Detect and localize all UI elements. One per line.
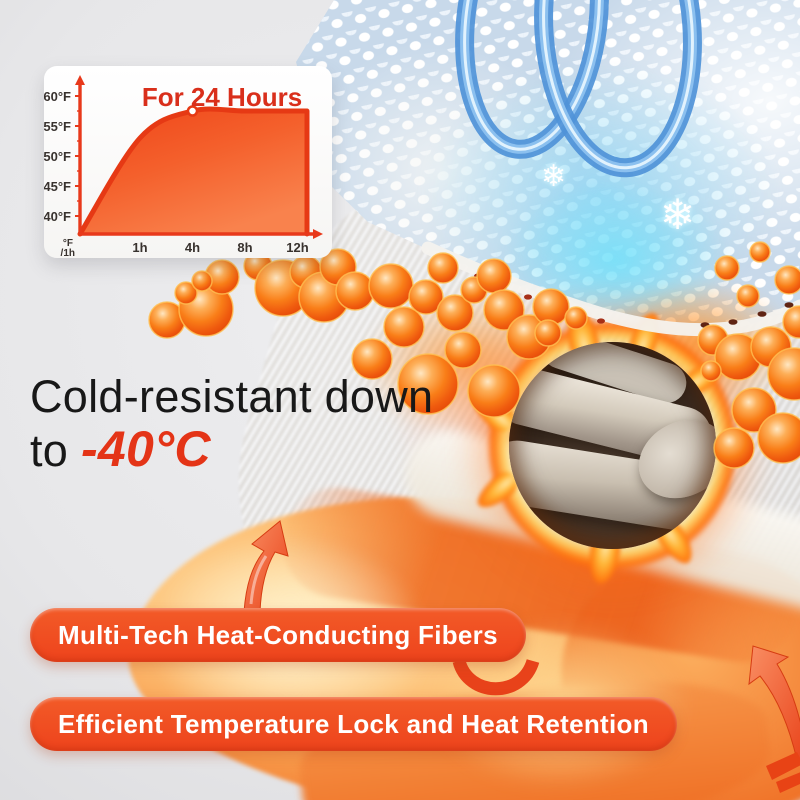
svg-text:4h: 4h — [185, 240, 200, 255]
svg-text:°F: °F — [63, 238, 73, 249]
heat-arrow-arc — [452, 658, 540, 696]
snowflake-icon: ❄ — [541, 160, 567, 193]
svg-text:50°F: 50°F — [44, 149, 71, 164]
svg-text:55°F: 55°F — [44, 119, 71, 134]
feature-badge-label: Multi-Tech Heat-Conducting Fibers — [58, 619, 498, 650]
coil-ring — [534, 0, 702, 178]
headline-line2: to -40°C — [30, 420, 433, 477]
headline-line1: Cold-resistant down — [30, 371, 434, 422]
fabric-cross-section-hole — [464, 305, 736, 586]
svg-text:For 24 Hours: For 24 Hours — [142, 82, 302, 112]
svg-text:8h: 8h — [237, 240, 252, 255]
temperature-chart-card: 40°F 45°F 50°F 55°F 60°F 1h 4h 8h 12h °F/1h For 24… — [44, 66, 332, 258]
headline-line2-prefix: to — [30, 424, 69, 476]
heat-arrow-up — [243, 520, 289, 613]
svg-text:12h: 12h — [286, 240, 308, 255]
hole-interior — [509, 342, 716, 549]
feature-badge: Multi-Tech Heat-Conducting Fibers — [30, 608, 526, 662]
svg-text:45°F: 45°F — [44, 179, 71, 194]
headline: Cold-resistant down to -40°C — [30, 372, 433, 477]
heat-particles — [148, 241, 800, 469]
temperature-chart: 40°F 45°F 50°F 55°F 60°F 1h 4h 8h 12h °F/1h For 24… — [44, 75, 323, 258]
svg-text:/1h: /1h — [61, 248, 75, 258]
svg-text:60°F: 60°F — [44, 89, 71, 104]
feature-badge: Efficient Temperature Lock and Heat Rete… — [30, 697, 677, 751]
svg-text:1h: 1h — [132, 240, 147, 255]
snowflake-icon: ❄ — [660, 191, 696, 238]
temperature-value: -40°C — [80, 420, 211, 477]
heat-arrow-up — [748, 645, 800, 793]
feature-badge-label: Efficient Temperature Lock and Heat Rete… — [58, 708, 649, 739]
svg-text:40°F: 40°F — [44, 209, 71, 224]
